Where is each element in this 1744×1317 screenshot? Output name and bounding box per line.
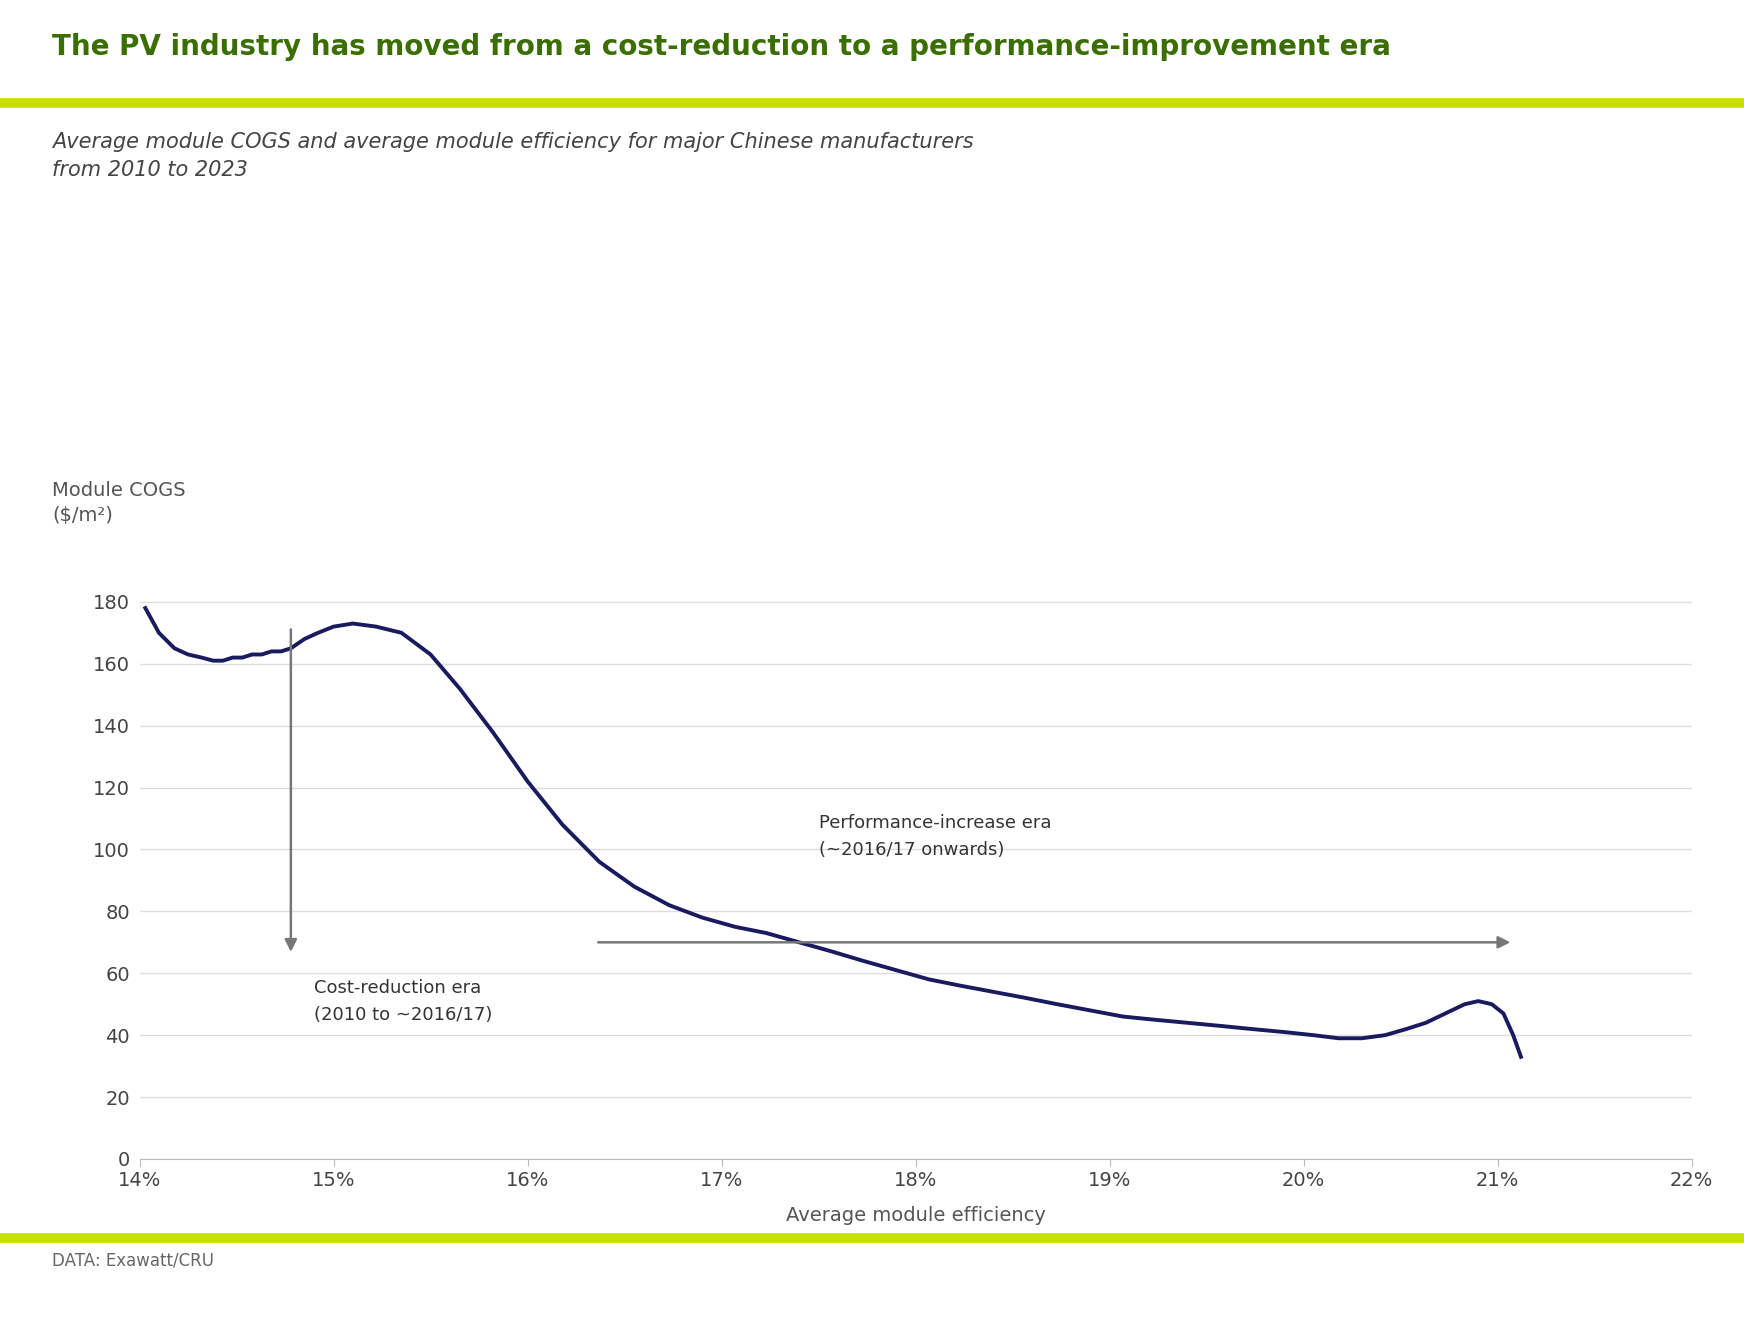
Text: Cost-reduction era
(2010 to ~2016/17): Cost-reduction era (2010 to ~2016/17) — [314, 980, 492, 1023]
X-axis label: Average module efficiency: Average module efficiency — [785, 1206, 1046, 1225]
Text: Average module COGS and average module efficiency for major Chinese manufacturer: Average module COGS and average module e… — [52, 132, 973, 180]
Text: Module COGS
($/m²): Module COGS ($/m²) — [52, 481, 187, 524]
Text: Performance-increase era
(~2016/17 onwards): Performance-increase era (~2016/17 onwar… — [818, 814, 1052, 859]
Text: DATA: Exawatt/CRU: DATA: Exawatt/CRU — [52, 1251, 215, 1270]
Text: The PV industry has moved from a cost-reduction to a performance-improvement era: The PV industry has moved from a cost-re… — [52, 33, 1392, 61]
